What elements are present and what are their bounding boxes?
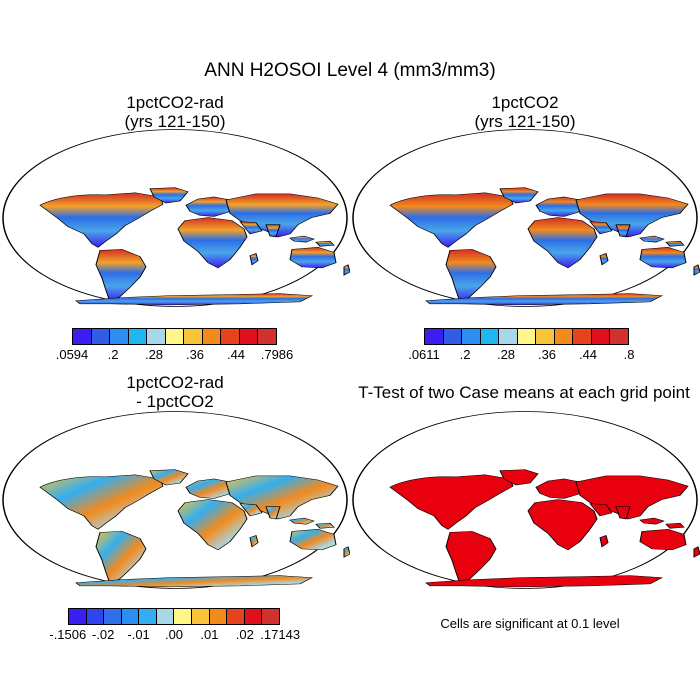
colorbar-bottom-left-swatch bbox=[156, 609, 175, 624]
colorbar-top-left-swatch bbox=[165, 329, 185, 344]
colorbar-top-left-swatch bbox=[202, 329, 222, 344]
panel-title-top-right-line2: (yrs 121-150) bbox=[474, 112, 576, 131]
colorbar-top-left-swatch bbox=[110, 329, 129, 344]
colorbar-top-left-tick-label: .2 bbox=[107, 347, 119, 362]
main-title: ANN H2OSOI Level 4 (mm3/mm3) bbox=[204, 60, 496, 81]
colorbar-top-left bbox=[72, 328, 277, 345]
colorbar-bottom-left-tick-label: -.1506 bbox=[49, 627, 87, 642]
panel-title-bottom-left-line2: - 1pctCO2 bbox=[136, 392, 214, 411]
panel-title-top-left: 1pctCO2-rad (yrs 121-150) bbox=[50, 93, 300, 131]
colorbar-top-left-tick-label: .7986 bbox=[260, 347, 294, 362]
colorbar-top-left-swatch bbox=[239, 329, 259, 344]
panel-title-bottom-left-line1: 1pctCO2-rad bbox=[126, 373, 224, 392]
colorbar-top-right bbox=[424, 328, 629, 345]
colorbar-top-right-tick-label: .44 bbox=[578, 347, 598, 362]
colorbar-bottom-left-swatch bbox=[209, 609, 228, 624]
colorbar-top-right-swatch bbox=[480, 329, 500, 344]
colorbar-top-right-swatch bbox=[573, 329, 592, 344]
colorbar-bottom-left-swatch bbox=[86, 609, 105, 624]
colorbar-bottom-left-swatch bbox=[192, 609, 210, 624]
colorbar-bottom-left-labels: -.1506 -.02 -.01 .00 .01 .02 .17143 bbox=[49, 627, 300, 643]
colorbar-top-left-tick-label: .44 bbox=[226, 347, 246, 362]
colorbar-bottom-left-swatch bbox=[227, 609, 245, 624]
colorbar-top-right-swatch bbox=[499, 329, 518, 344]
panel-title-bottom-right: T-Test of two Case means at each grid po… bbox=[358, 383, 690, 402]
colorbar-bottom-left-swatch bbox=[104, 609, 122, 624]
colorbar-top-right-swatch bbox=[517, 329, 537, 344]
colorbar-top-right-swatch bbox=[425, 329, 444, 344]
map-top-left bbox=[2, 129, 350, 307]
colorbar-top-right-swatch bbox=[610, 329, 629, 344]
colorbar-top-right-swatch bbox=[536, 329, 555, 344]
colorbar-top-left-labels: .0594 .2 .28 .36 .44 .7986 bbox=[56, 347, 294, 363]
map-bottom-left bbox=[2, 411, 350, 589]
colorbar-top-left-swatch bbox=[147, 329, 166, 344]
colorbar-bottom-left-swatch bbox=[174, 609, 193, 624]
colorbar-top-left-tick-label: .36 bbox=[185, 347, 205, 362]
colorbar-bottom-left-swatch bbox=[69, 609, 87, 624]
significance-note: Cells are significant at 0.1 level bbox=[440, 616, 620, 631]
colorbar-top-left-tick-label: .28 bbox=[144, 347, 164, 362]
colorbar-top-right-swatch bbox=[591, 329, 611, 344]
colorbar-top-right-swatch bbox=[462, 329, 481, 344]
panel-title-top-left-line1: 1pctCO2-rad bbox=[126, 93, 224, 112]
colorbar-top-left-swatch bbox=[221, 329, 240, 344]
colorbar-top-right-tick-label: .36 bbox=[537, 347, 557, 362]
panel-title-top-right-line1: 1pctCO2 bbox=[491, 93, 559, 112]
colorbar-top-right-tick-label: .8 bbox=[623, 347, 635, 362]
colorbar-bottom-left-tick-label: -.01 bbox=[127, 627, 150, 642]
colorbar-bottom-left-swatch bbox=[244, 609, 263, 624]
panel-title-bottom-left: 1pctCO2-rad - 1pctCO2 bbox=[50, 373, 300, 411]
colorbar-bottom-left bbox=[68, 608, 280, 625]
colorbar-bottom-left-swatch bbox=[139, 609, 157, 624]
colorbar-top-left-swatch bbox=[73, 329, 92, 344]
colorbar-top-right-tick-label: .28 bbox=[496, 347, 516, 362]
colorbar-top-left-swatch bbox=[91, 329, 111, 344]
colorbar-bottom-left-tick-label: .00 bbox=[164, 627, 184, 642]
colorbar-bottom-left-tick-label: .01 bbox=[200, 627, 219, 642]
colorbar-bottom-left-tick-label: .02 bbox=[235, 627, 254, 642]
map-top-right bbox=[352, 129, 700, 307]
colorbar-top-left-tick-label: .0594 bbox=[55, 347, 89, 362]
colorbar-bottom-left-swatch bbox=[121, 609, 140, 624]
colorbar-bottom-left-tick-label: .17143 bbox=[260, 627, 301, 642]
colorbar-bottom-left-swatch bbox=[262, 609, 279, 624]
colorbar-top-left-swatch bbox=[128, 329, 148, 344]
colorbar-top-right-swatch bbox=[443, 329, 463, 344]
colorbar-top-right-tick-label: .0611 bbox=[408, 347, 440, 362]
colorbar-top-right-labels: .0611 .2 .28 .36 .44 .8 bbox=[408, 347, 634, 363]
panel-title-top-right: 1pctCO2 (yrs 121-150) bbox=[400, 93, 650, 131]
colorbar-top-right-tick-label: .2 bbox=[459, 347, 471, 362]
colorbar-top-right-swatch bbox=[554, 329, 574, 344]
map-bottom-right bbox=[352, 411, 700, 589]
colorbar-top-left-swatch bbox=[258, 329, 277, 344]
panel-title-top-left-line2: (yrs 121-150) bbox=[124, 112, 226, 131]
colorbar-top-left-swatch bbox=[184, 329, 203, 344]
colorbar-bottom-left-tick-label: -.02 bbox=[91, 627, 115, 642]
